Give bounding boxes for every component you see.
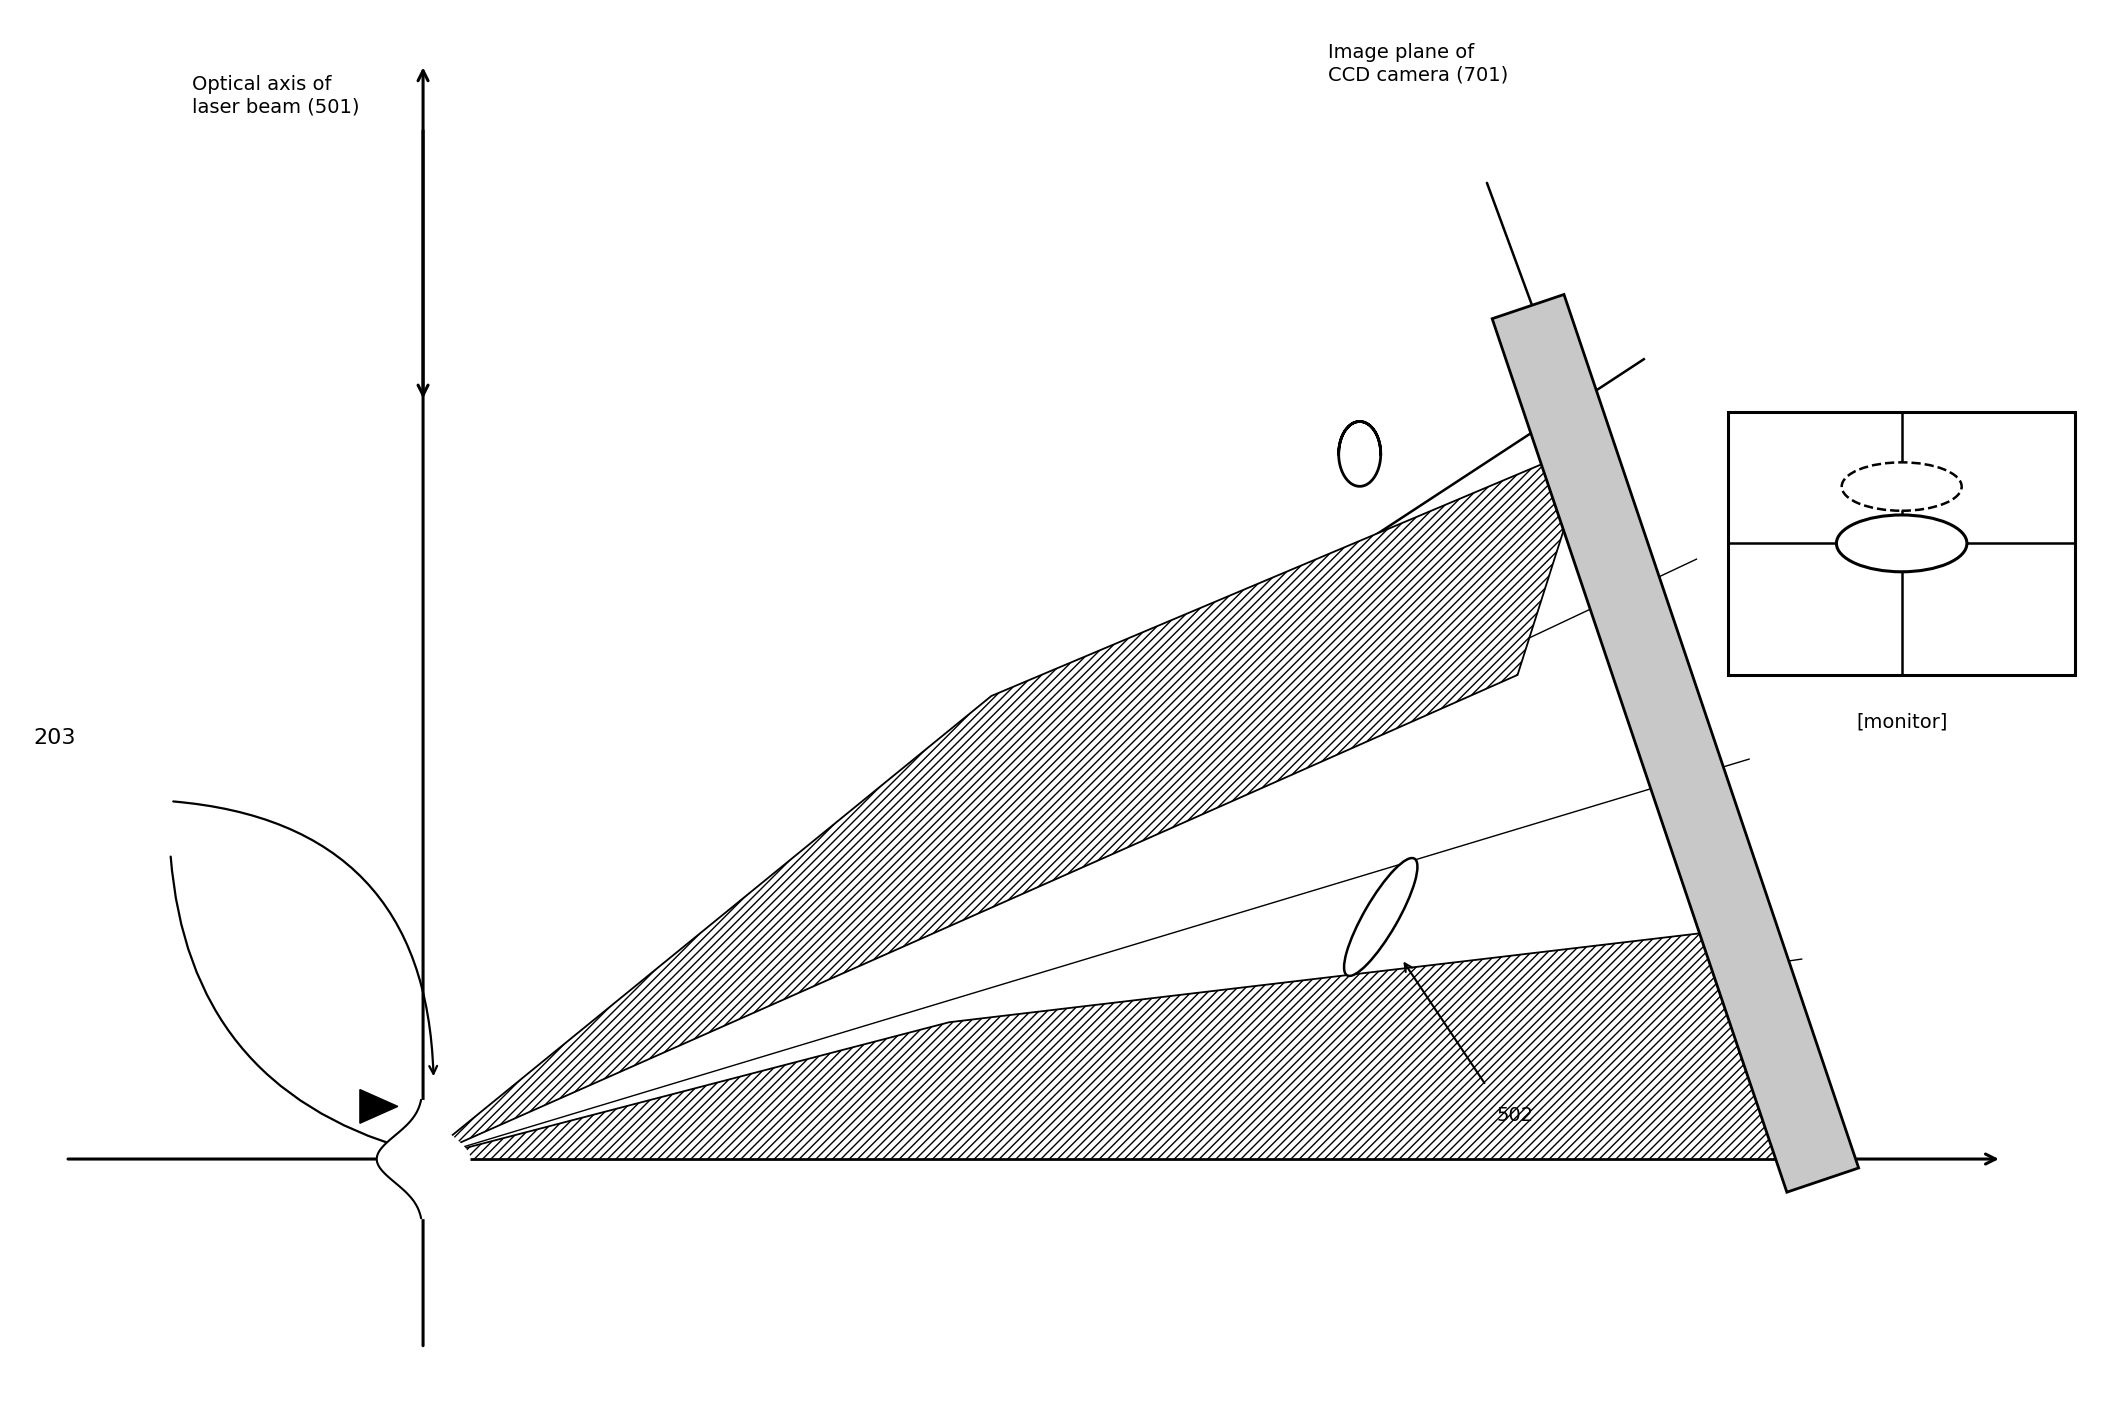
Bar: [1727, 411, 2075, 675]
Polygon shape: [424, 444, 1590, 1159]
Ellipse shape: [1841, 462, 1961, 510]
Polygon shape: [424, 927, 1791, 1159]
Ellipse shape: [1837, 514, 1968, 572]
Text: Optical axis of
laser beam (501): Optical axis of laser beam (501): [192, 75, 359, 116]
Polygon shape: [1493, 294, 1858, 1193]
Ellipse shape: [1343, 858, 1417, 976]
Text: 203: 203: [34, 728, 76, 747]
Text: [monitor]: [monitor]: [1856, 712, 1947, 732]
Text: 502: 502: [1497, 1106, 1533, 1125]
Text: Image plane of
CCD camera (701): Image plane of CCD camera (701): [1329, 44, 1508, 85]
Polygon shape: [361, 1089, 399, 1123]
